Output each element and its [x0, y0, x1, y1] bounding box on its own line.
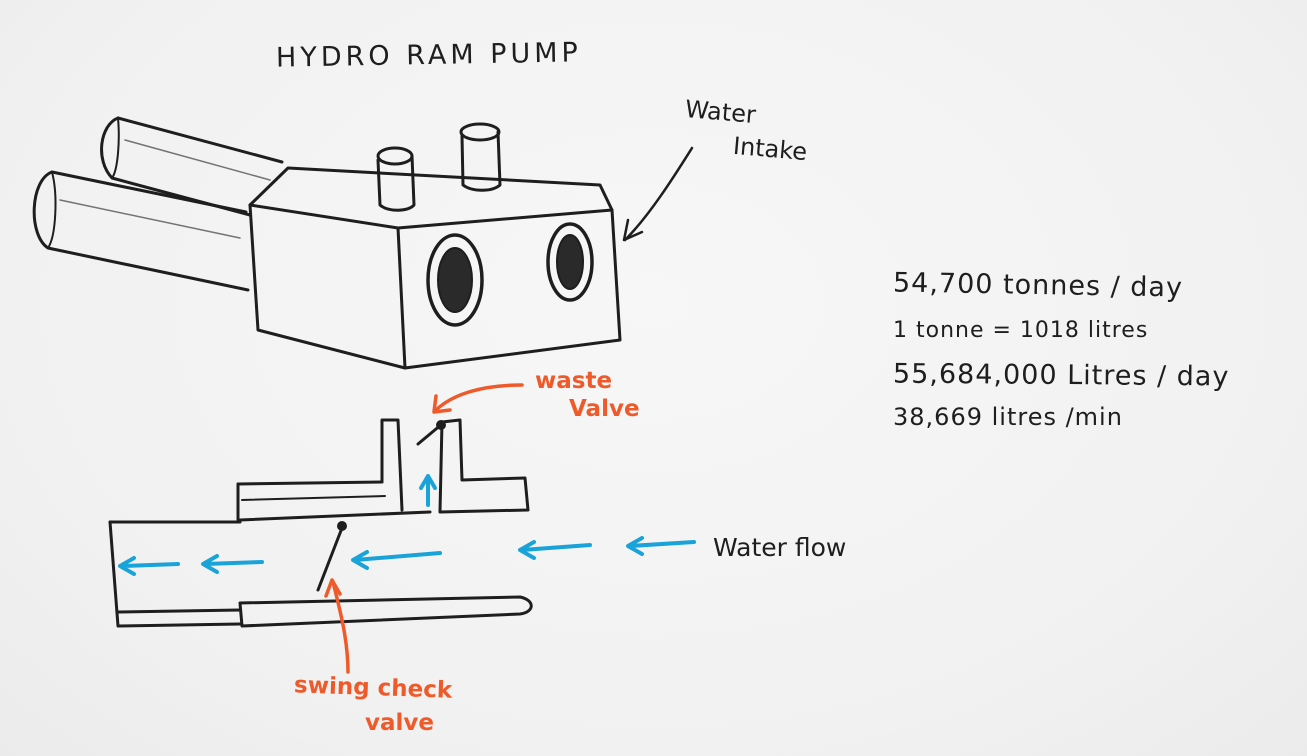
flow-arrow-icon: [626, 536, 696, 556]
flow-arrow-icon: [419, 474, 437, 507]
waste-valve-label-line2: Valve: [569, 396, 640, 422]
swing-check-valve-label-line2: valve: [365, 710, 434, 736]
flow-arrow-icon: [518, 540, 592, 560]
flow-arrow-icon: [118, 556, 180, 576]
flow-arrow-icon: [351, 550, 442, 570]
calc-line-2: 1 tonne = 1018 litres: [893, 318, 1149, 343]
diagram-title: HYDRO RAM PUMP: [275, 37, 583, 74]
flow-arrow-icon: [201, 554, 264, 574]
swing-check-valve-label: swing check: [293, 672, 453, 704]
waste-valve-label: waste: [535, 368, 613, 394]
water-flow-label: Water flow: [713, 533, 847, 562]
pointer-arrow-icon: [622, 146, 694, 242]
calc-line-1: 54,700 tonnes / day: [892, 267, 1184, 304]
pointer-arrow-icon: [324, 578, 350, 674]
pump-body: [32, 116, 622, 370]
calc-line-4: 38,669 litres /min: [893, 403, 1123, 431]
pointer-arrow-icon: [432, 383, 524, 414]
calc-line-3: 55,684,000 Litres / day: [892, 358, 1230, 393]
pump-cross-section: [108, 418, 533, 628]
